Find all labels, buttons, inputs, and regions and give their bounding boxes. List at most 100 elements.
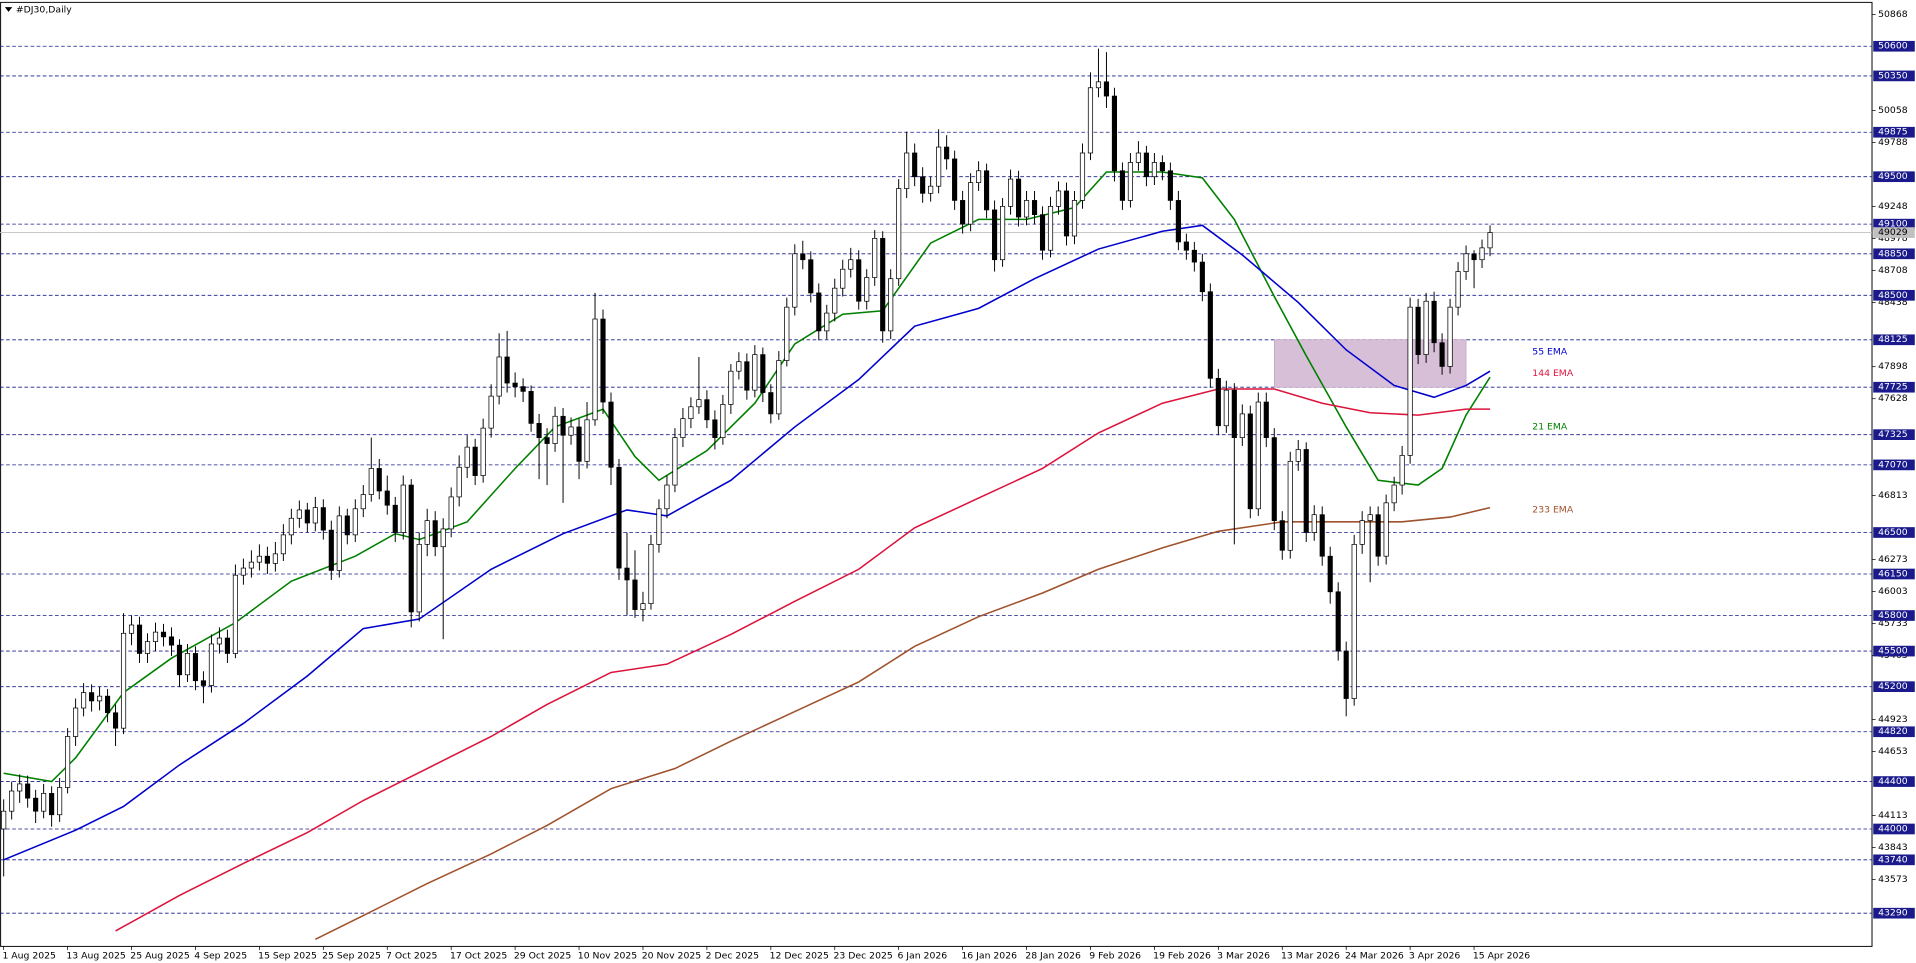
candle-body <box>1215 377 1221 427</box>
x-tick-label: 2 Dec 2025 <box>706 951 760 961</box>
level-tag-label: 49100 <box>1878 220 1908 230</box>
candle-body <box>328 529 334 571</box>
candle-body <box>808 259 814 294</box>
candle-body <box>792 253 798 308</box>
candle-body <box>184 653 191 676</box>
level-tag-label: 44820 <box>1878 727 1908 737</box>
y-tick-label: 44923 <box>1878 715 1908 725</box>
x-tick-label: 25 Aug 2025 <box>130 951 190 961</box>
candle-body <box>704 399 710 421</box>
candle-body <box>1031 200 1038 216</box>
candle-body <box>1479 247 1485 261</box>
symbol-menu-icon[interactable] <box>4 7 13 12</box>
candle-body <box>576 426 582 462</box>
level-tag <box>1873 218 1915 230</box>
candle-body <box>112 712 119 729</box>
candle-body <box>1423 300 1429 355</box>
candle-body <box>744 361 750 391</box>
candle-body <box>1455 271 1461 308</box>
level-tag-label: 45200 <box>1878 682 1908 692</box>
candle-body <box>1199 261 1205 293</box>
candle-body <box>864 277 870 302</box>
candle-body <box>888 278 894 332</box>
x-tick-label: 24 Mar 2026 <box>1345 951 1404 961</box>
candle-body <box>904 152 910 189</box>
candle-body <box>1023 200 1030 218</box>
candle-body <box>1039 214 1046 251</box>
candle-body <box>1487 232 1493 249</box>
candle-body <box>616 466 622 569</box>
candle-body <box>1271 437 1277 521</box>
candle-body <box>176 644 183 676</box>
candle-body <box>264 555 270 564</box>
candle-body <box>464 446 470 468</box>
candle-body <box>600 318 606 403</box>
candle-body <box>568 426 574 436</box>
x-tick-label: 20 Nov 2025 <box>642 951 702 961</box>
y-tick-label: 50058 <box>1878 106 1908 116</box>
level-tag-label: 46150 <box>1878 570 1908 580</box>
level-tag-label: 48125 <box>1878 335 1908 345</box>
candle-body <box>856 259 862 302</box>
candle-body <box>800 253 806 261</box>
candle-body <box>81 692 87 709</box>
level-tag-label: 45800 <box>1878 611 1908 621</box>
candle-body <box>256 555 262 563</box>
candle-body <box>1279 520 1285 551</box>
candle-body <box>552 415 558 444</box>
candle-body <box>880 238 886 332</box>
y-tick-label: 43843 <box>1878 843 1908 853</box>
candle-body <box>73 707 79 737</box>
candle-body <box>57 787 63 816</box>
candle-body <box>936 146 942 187</box>
level-tag <box>1873 429 1915 440</box>
chart-title: #DJ30,Daily <box>16 6 72 16</box>
candle-body <box>1407 306 1413 456</box>
candle-body <box>480 427 486 476</box>
level-tag-label: 45500 <box>1878 647 1908 657</box>
y-tick-label: 48438 <box>1878 298 1908 308</box>
candle-body <box>952 158 958 201</box>
candle-body <box>33 797 39 812</box>
candle-body <box>912 152 918 178</box>
candle-body <box>128 624 135 634</box>
candle-body <box>448 496 454 530</box>
candle-body <box>224 637 230 654</box>
candle-body <box>1239 413 1245 438</box>
level-tag <box>1873 527 1915 538</box>
level-tag-label: 47325 <box>1878 430 1908 440</box>
candle-body <box>656 508 662 545</box>
x-tick-label: 17 Oct 2025 <box>450 951 508 961</box>
candle-body <box>352 508 358 536</box>
candle-body <box>512 382 518 387</box>
candle-body <box>1207 291 1213 379</box>
plot-frame <box>0 1 1873 947</box>
candle-body <box>832 287 838 314</box>
candle-body <box>968 182 974 225</box>
y-tick-label: 44113 <box>1878 811 1908 821</box>
candle-body <box>544 437 550 444</box>
candle-body <box>840 268 846 289</box>
candle-body <box>1367 514 1373 521</box>
price-tag-label: 49029 <box>1878 228 1908 238</box>
ema-label: 144 EMA <box>1532 369 1574 379</box>
x-tick-label: 9 Feb 2026 <box>1089 951 1141 961</box>
level-tag <box>1873 726 1915 738</box>
y-tick-label: 47898 <box>1878 362 1908 372</box>
candle-body <box>1351 544 1357 699</box>
candle-body <box>520 386 526 392</box>
candle-body <box>1079 152 1086 201</box>
candle-body <box>408 484 414 613</box>
candle-body <box>944 146 950 160</box>
candle-body <box>1287 460 1293 551</box>
x-tick-label: 3 Apr 2026 <box>1409 951 1461 961</box>
level-tag <box>1873 823 1915 835</box>
level-tag <box>1873 907 1915 919</box>
candle-body <box>416 544 422 613</box>
candle-body <box>280 534 286 555</box>
candle-body <box>712 419 718 438</box>
level-tag-label: 48500 <box>1878 291 1908 301</box>
